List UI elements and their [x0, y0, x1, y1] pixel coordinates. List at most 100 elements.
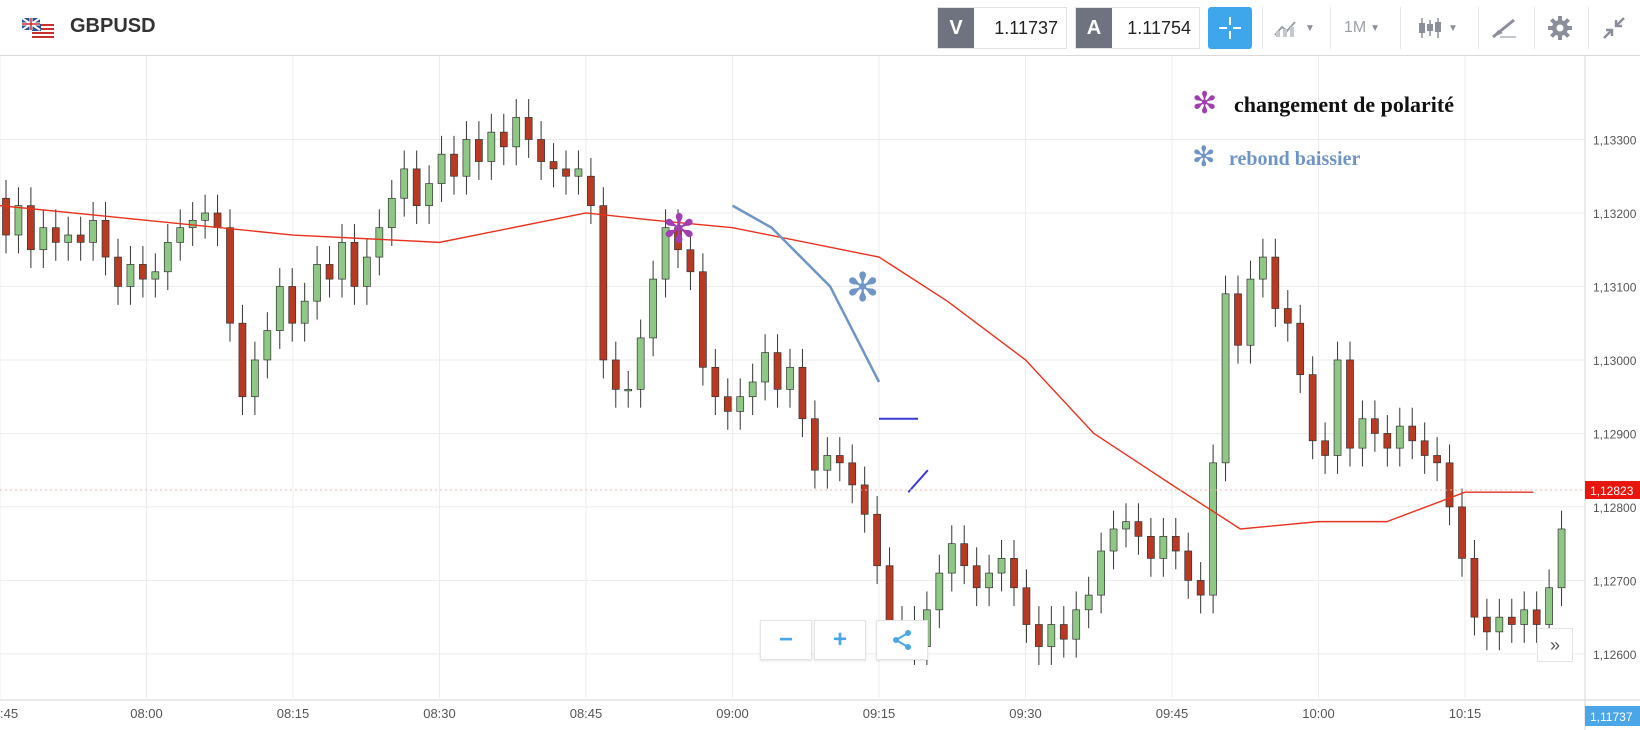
candle-up	[387, 197, 396, 229]
sell-price-box[interactable]: V 1.11737	[937, 7, 1067, 49]
candle-up	[338, 242, 346, 280]
sell-price: 1.11737	[994, 17, 1058, 38]
candle-down	[1196, 580, 1205, 596]
candle-down	[412, 168, 421, 206]
candle-down	[1408, 425, 1417, 442]
x-tick-label: 09:15	[863, 706, 896, 721]
candle-up	[1109, 528, 1118, 552]
candle-down	[1458, 506, 1466, 559]
candle-up	[997, 558, 1006, 574]
bearish-rebound-star-icon: ✻	[846, 265, 880, 311]
candle-up	[300, 300, 309, 324]
y-tick-label: 1,13300	[1593, 133, 1637, 147]
settings-button[interactable]	[1534, 7, 1585, 49]
x-tick-label: :45	[0, 706, 18, 721]
candle-up	[64, 234, 73, 243]
candle-down	[972, 565, 981, 589]
chart-type-icon	[1274, 21, 1296, 37]
candle-up	[947, 543, 956, 574]
candle-down	[537, 139, 545, 162]
candle-down	[674, 227, 682, 251]
candle-down	[1134, 521, 1143, 537]
candle-down	[1383, 433, 1392, 449]
candle-up	[1395, 425, 1404, 449]
candle-down	[1035, 624, 1043, 647]
x-tick-label: 10:00	[1302, 706, 1335, 721]
candle-up	[1209, 462, 1217, 596]
candle-up	[400, 168, 409, 199]
candle-down	[587, 175, 595, 206]
zoom-in-button[interactable]: +	[814, 620, 866, 660]
candle-down	[325, 264, 334, 280]
candle-down	[848, 462, 857, 486]
y-tick-label: 1,13200	[1593, 207, 1637, 221]
candle-down	[549, 161, 558, 170]
x-tick-label: 08:45	[570, 706, 603, 721]
candle-up	[935, 572, 944, 611]
y-tick-label: 1,12800	[1593, 501, 1637, 515]
candles-button[interactable]: ▼	[1400, 7, 1473, 49]
chart-type-button[interactable]: ▼	[1262, 7, 1325, 49]
top-toolbar: GBPUSD V 1.11737 A 1.11754 ▼ 1M ▼ ▼	[0, 0, 1640, 56]
draw-icon	[1492, 18, 1516, 39]
buy-price-box[interactable]: A 1.11754	[1075, 7, 1200, 49]
candle-down	[350, 242, 359, 287]
candle-down	[288, 286, 297, 324]
candle-down	[1147, 535, 1155, 559]
candle-down	[1010, 558, 1018, 589]
candle-down	[238, 322, 247, 398]
candle-down	[711, 366, 720, 398]
candle-up	[375, 227, 384, 258]
candle-down	[562, 168, 570, 177]
candle-up	[985, 572, 993, 589]
candle-up	[1246, 278, 1255, 346]
candle-down	[139, 264, 147, 280]
y-tick-label: 1,13100	[1593, 280, 1637, 294]
candle-down	[475, 139, 483, 162]
candle-down	[611, 359, 620, 390]
candle-down	[76, 234, 85, 243]
candle-down	[1445, 462, 1454, 508]
candle-up	[1333, 359, 1342, 456]
candle-up	[313, 264, 321, 302]
bearish-trend-curve	[731, 204, 881, 383]
candle-up	[437, 153, 446, 184]
candle-down	[686, 249, 695, 273]
candle-down	[1346, 359, 1354, 449]
crosshair-button[interactable]	[1208, 7, 1252, 49]
zoom-out-button[interactable]: −	[760, 620, 812, 660]
candle-down	[1308, 374, 1317, 442]
candle-down	[213, 212, 222, 229]
symbol-name: GBPUSD	[70, 15, 156, 37]
scroll-to-end-button[interactable]: »	[1537, 628, 1573, 662]
buy-tag: A	[1076, 8, 1112, 48]
candle-down	[1296, 322, 1305, 376]
candle-up	[126, 264, 135, 287]
collapse-button[interactable]	[1588, 7, 1639, 49]
candle-up	[176, 227, 185, 243]
candle-down	[1433, 455, 1441, 464]
candle-down	[723, 396, 732, 412]
share-icon	[893, 630, 911, 650]
candle-up	[462, 139, 471, 177]
candle-up	[1520, 609, 1529, 625]
candle-up	[624, 388, 633, 392]
zoom-controls: − +	[760, 620, 928, 660]
y-tick-label: 1,12700	[1593, 574, 1637, 588]
candle-up	[1259, 256, 1267, 280]
plus-icon: +	[832, 626, 847, 653]
candle-up	[39, 227, 48, 251]
timeframe-selector[interactable]: 1M ▼	[1330, 7, 1393, 49]
timeframe-label: 1M	[1343, 19, 1367, 36]
current-price-label: 1,12823	[1590, 484, 1634, 498]
legend-star-purple-icon: ✻	[1192, 86, 1218, 121]
candle-down	[2, 197, 10, 236]
candle-up	[823, 455, 832, 471]
y-tick-label: 1,13000	[1593, 354, 1637, 368]
share-button[interactable]	[876, 620, 928, 660]
draw-button[interactable]	[1478, 7, 1529, 49]
gear-icon	[1548, 16, 1572, 40]
candle-up	[1084, 594, 1093, 611]
candle-up	[1159, 535, 1168, 559]
candle-up	[201, 212, 209, 221]
